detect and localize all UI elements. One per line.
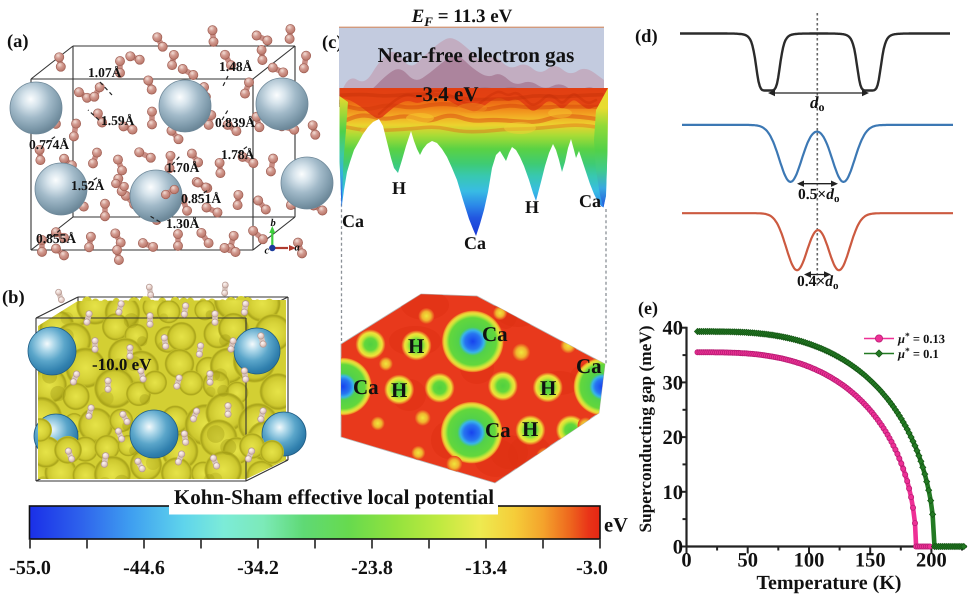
svg-text:1.07Å: 1.07Å xyxy=(88,65,122,80)
svg-text:0.4×do: 0.4×do xyxy=(797,273,839,292)
svg-text:150: 150 xyxy=(855,550,886,572)
svg-text:Ca: Ca xyxy=(464,233,486,253)
svg-text:H: H xyxy=(525,197,539,217)
svg-text:Near-free electron gas: Near-free electron gas xyxy=(378,43,575,67)
svg-text:0.839Å: 0.839Å xyxy=(215,115,255,130)
svg-text:(b): (b) xyxy=(2,288,25,308)
svg-text:-13.4: -13.4 xyxy=(465,557,507,579)
svg-text:Ca: Ca xyxy=(353,375,379,399)
svg-text:Kohn-Sham effective local pote: Kohn-Sham effective local potential xyxy=(174,485,494,509)
svg-text:μ* = 0.13: μ* = 0.13 xyxy=(897,332,945,346)
svg-text:-23.8: -23.8 xyxy=(351,557,393,579)
svg-text:1.70Å: 1.70Å xyxy=(166,160,200,175)
svg-text:0.851Å: 0.851Å xyxy=(181,191,221,206)
svg-text:H: H xyxy=(540,376,556,400)
svg-text:(c): (c) xyxy=(322,33,343,53)
svg-text:100: 100 xyxy=(794,550,825,572)
svg-text:H: H xyxy=(522,417,538,441)
svg-text:H: H xyxy=(391,378,407,402)
svg-text:a: a xyxy=(295,243,300,254)
svg-text:-3.0: -3.0 xyxy=(576,557,608,579)
svg-text:0.855Å: 0.855Å xyxy=(36,231,76,246)
svg-text:0.774Å: 0.774Å xyxy=(29,137,69,152)
svg-text:-34.2: -34.2 xyxy=(237,557,279,579)
svg-text:μ* = 0.1: μ* = 0.1 xyxy=(897,347,939,361)
svg-text:H: H xyxy=(408,334,424,358)
svg-text:200: 200 xyxy=(916,550,947,572)
svg-text:0: 0 xyxy=(681,550,691,572)
svg-text:Ca: Ca xyxy=(485,418,511,442)
svg-text:-55.0: -55.0 xyxy=(9,557,51,579)
svg-text:50: 50 xyxy=(737,550,758,572)
svg-text:do: do xyxy=(810,93,825,114)
svg-text:Ca: Ca xyxy=(576,354,602,378)
svg-text:c: c xyxy=(265,246,270,257)
svg-text:1.52Å: 1.52Å xyxy=(71,178,105,193)
svg-text:-3.4 eV: -3.4 eV xyxy=(416,82,479,106)
svg-text:Temperature (K): Temperature (K) xyxy=(757,572,902,594)
svg-text:1.59Å: 1.59Å xyxy=(101,113,135,128)
svg-text:Ca: Ca xyxy=(482,322,508,346)
svg-text:30: 30 xyxy=(663,372,684,394)
svg-text:-10.0 eV: -10.0 eV xyxy=(92,355,152,374)
svg-text:Ca: Ca xyxy=(342,211,364,231)
svg-text:1.48Å: 1.48Å xyxy=(219,59,253,74)
svg-text:0: 0 xyxy=(673,537,683,559)
svg-text:-44.6: -44.6 xyxy=(123,557,165,579)
svg-text:b: b xyxy=(271,218,276,229)
svg-text:20: 20 xyxy=(663,427,684,449)
svg-text:40: 40 xyxy=(663,318,684,340)
svg-text:H: H xyxy=(392,178,406,198)
svg-text:1.30Å: 1.30Å xyxy=(166,216,200,231)
svg-text:0.5×do: 0.5×do xyxy=(798,186,840,205)
svg-text:(a): (a) xyxy=(7,32,29,52)
svg-text:(d): (d) xyxy=(635,27,658,47)
svg-text:10: 10 xyxy=(663,482,684,504)
svg-text:EF = 11.3 eV: EF = 11.3 eV xyxy=(411,6,513,29)
svg-text:(e): (e) xyxy=(638,298,658,318)
svg-text:eV: eV xyxy=(604,515,628,537)
svg-text:Ca: Ca xyxy=(579,191,601,211)
svg-text:1.78Å: 1.78Å xyxy=(221,147,255,162)
svg-text:Superconducting gap (meV): Superconducting gap (meV) xyxy=(636,325,655,532)
